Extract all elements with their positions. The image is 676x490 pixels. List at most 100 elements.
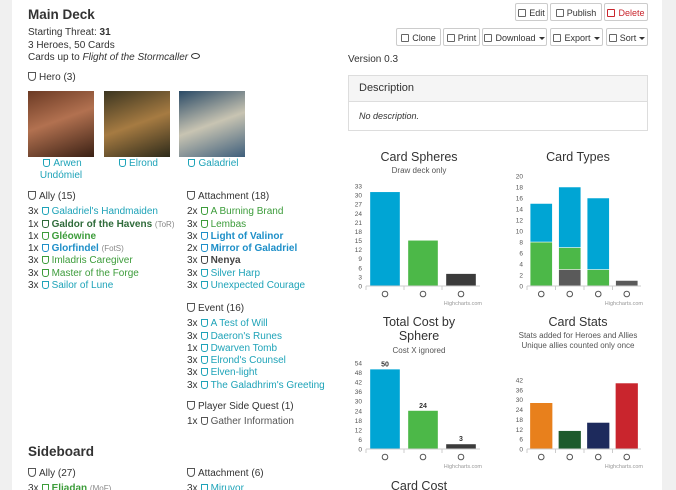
card-icon	[200, 331, 208, 340]
y-tick-label: 12	[355, 427, 363, 434]
category-icon	[566, 290, 574, 298]
y-tick-label: 24	[355, 211, 363, 218]
category-icon	[419, 453, 427, 461]
y-tick-label: 6	[358, 437, 362, 444]
card-name[interactable]: Silver Harp	[210, 267, 261, 279]
card-qty: 3x	[28, 255, 39, 267]
button-label: Export	[564, 33, 591, 43]
card-name[interactable]: Lembas	[210, 218, 247, 230]
bar-segment	[615, 280, 639, 287]
eye-icon[interactable]	[190, 53, 200, 59]
credit: Highcharts.com	[605, 301, 644, 307]
card-row: 3x Elven-light	[187, 367, 337, 379]
card-name[interactable]: A Burning Brand	[210, 206, 284, 218]
card-icon	[41, 219, 49, 228]
card-name[interactable]: Master of the Forge	[51, 267, 139, 279]
summary: 3 Heroes, 50 Cards	[28, 39, 115, 51]
card-name[interactable]: Mirror of Galadriel	[210, 243, 298, 255]
bar	[587, 422, 610, 449]
category-icon	[381, 453, 389, 461]
card-icon	[200, 343, 208, 352]
card-name[interactable]: Imladris Caregiver	[51, 255, 133, 267]
hero-image[interactable]	[28, 91, 94, 157]
y-tick-label: 30	[355, 399, 363, 406]
bar	[558, 430, 581, 449]
card-name[interactable]: A Test of Will	[210, 318, 268, 330]
card-icon	[41, 207, 49, 216]
card-qty: 3x	[187, 379, 198, 391]
y-tick-label: 27	[355, 202, 363, 209]
card-name[interactable]: Miruvor	[210, 483, 244, 490]
card-row: 3x Sailor of Lune	[28, 280, 180, 292]
button[interactable]: Print	[443, 28, 480, 46]
card-name[interactable]: Sailor of Lune	[51, 280, 114, 292]
category-icon	[594, 290, 602, 298]
card-icon	[200, 281, 208, 290]
card-name[interactable]: Elven-light	[210, 367, 258, 379]
data-label: 3	[459, 436, 463, 443]
hero-image[interactable]	[104, 91, 170, 157]
y-tick-label: 10	[516, 229, 524, 236]
card-name[interactable]: Gather Information	[210, 416, 294, 428]
card-name[interactable]: Dwarven Tomb	[210, 342, 278, 354]
card-name[interactable]: Galadriel's Handmaiden	[51, 206, 158, 218]
card-name[interactable]: Eljadan	[51, 483, 88, 490]
group-label: Player Side Quest (1)	[198, 401, 294, 412]
y-tick-label: 6	[519, 437, 523, 444]
card-name[interactable]: Galdor of the Havens	[51, 218, 153, 230]
button[interactable]: Export	[550, 28, 603, 46]
threat-line: Starting Threat: 31	[28, 27, 200, 40]
bar	[408, 240, 438, 286]
card-row: 2x Mirror of Galadriel	[187, 243, 337, 255]
button[interactable]: Publish	[550, 3, 602, 21]
card-name[interactable]: Nenya	[210, 255, 241, 267]
hero-name[interactable]: Arwen Undómiel	[28, 158, 94, 182]
category-icon	[381, 290, 389, 298]
y-tick-label: 4	[519, 262, 523, 269]
button[interactable]: Download	[482, 28, 547, 46]
y-tick-label: 12	[516, 218, 524, 225]
chart-title: Card Types	[546, 150, 610, 164]
bar-segment	[586, 269, 610, 287]
card-name[interactable]: The Galadhrim's Greeting	[210, 379, 325, 391]
card-name[interactable]: Elrond's Counsel	[210, 355, 286, 367]
card-name[interactable]: Gléowine	[51, 230, 97, 242]
y-tick-label: 18	[355, 418, 363, 425]
card-name[interactable]: Unexpected Courage	[210, 280, 306, 292]
card-qty: 1x	[187, 342, 198, 354]
y-tick-label: 0	[519, 447, 523, 454]
category-icon	[623, 453, 631, 461]
bar	[408, 410, 438, 449]
card-name[interactable]: Light of Valinor	[210, 230, 284, 242]
card-row: 3x Nenya	[187, 255, 337, 267]
hero-name[interactable]: Galadriel	[179, 158, 245, 170]
card-qty: 3x	[187, 230, 198, 242]
card-name[interactable]: Daeron's Runes	[210, 330, 282, 342]
card-row: 1x Glorfindel (FotS)	[28, 243, 180, 255]
group-header: Attachment (6)	[187, 468, 337, 480]
category-icon	[457, 290, 465, 298]
bar	[446, 273, 476, 286]
hero-image[interactable]	[179, 91, 245, 157]
card-qty: 1x	[28, 230, 39, 242]
hero-name[interactable]: Elrond	[104, 158, 170, 170]
category-icon	[594, 453, 602, 461]
card-qty: 1x	[187, 416, 198, 428]
button[interactable]: Delete	[604, 3, 648, 21]
category-icon	[537, 453, 545, 461]
card-icon	[200, 268, 208, 277]
y-tick-label: 33	[355, 184, 363, 191]
button[interactable]: Clone	[396, 28, 441, 46]
button[interactable]: Edit	[515, 3, 548, 21]
button[interactable]: Sort	[606, 28, 648, 46]
credit: Highcharts.com	[444, 301, 483, 307]
bar-segment	[529, 241, 553, 287]
card-name[interactable]: Glorfindel	[51, 243, 99, 255]
button-icon	[553, 34, 562, 42]
chart-subtitle: Cost X ignored	[358, 346, 480, 356]
card-row: 1x Gléowine	[28, 231, 180, 243]
y-tick-label: 8	[519, 240, 523, 247]
card-qty: 3x	[187, 330, 198, 342]
y-tick-label: 42	[516, 378, 524, 385]
